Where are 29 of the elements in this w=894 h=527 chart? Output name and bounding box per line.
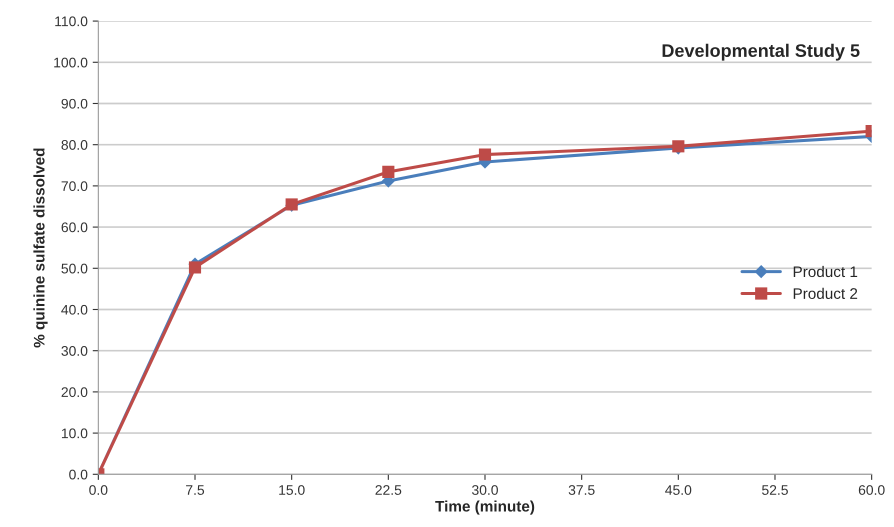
y-tick-label: 90.0: [62, 98, 88, 109]
y-tick-label: 0.0: [69, 470, 88, 480]
x-tick-label: 15.0: [279, 485, 305, 495]
legend-label: Product 2: [794, 288, 858, 299]
point: [188, 261, 202, 274]
legend-label: Product 1: [794, 266, 858, 278]
y-axis-title: % quinine sulfate dissolved: [33, 148, 48, 348]
x-axis-title: Time (minute): [435, 500, 534, 515]
x-tick-label: 45.0: [665, 485, 692, 495]
point: [478, 148, 492, 161]
x-tick-label: 52.5: [762, 485, 788, 495]
x-tick-label: 60.0: [858, 485, 885, 495]
y-tick-label: 50.0: [61, 264, 88, 274]
x-tick-label: 7.5: [186, 485, 204, 495]
y-tick-label: 70.0: [62, 181, 88, 192]
x-tick-label: 37.5: [568, 485, 595, 495]
y-tick-label: 80.0: [62, 140, 88, 150]
point: [382, 166, 394, 178]
y-tick-label: 10.0: [62, 428, 88, 438]
x-tick-label: 0.0: [89, 485, 108, 495]
x-tick-label: 30.0: [472, 485, 498, 495]
y-tick-label: 40.0: [61, 304, 88, 315]
x-tick-label: 22.5: [376, 485, 402, 495]
y-tick-label: 60.0: [62, 222, 88, 232]
text: Developmental Study 5: [662, 44, 860, 61]
y-tick-label: 20.0: [62, 387, 88, 398]
y-tick-label: 30.0: [61, 346, 88, 356]
y-tick-label: 110.0: [55, 16, 88, 26]
y-tick-label: 100.0: [54, 58, 88, 68]
